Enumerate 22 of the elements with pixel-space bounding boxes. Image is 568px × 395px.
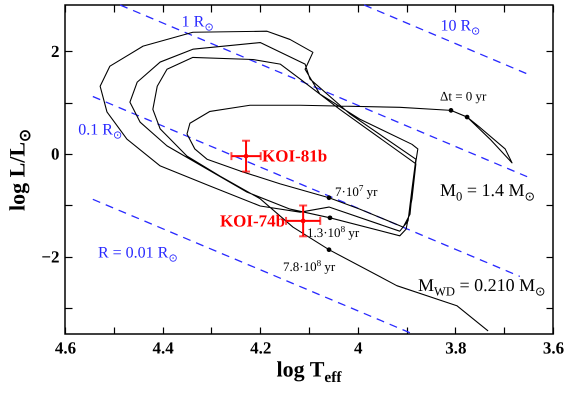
annotation: M$_{0}$ = 1.4 M$_{⊙}$: [440, 180, 536, 204]
annotation: 1.3·10$^{8}$ yr: [306, 224, 360, 240]
series-label: 10 R$_{⊙}$: [440, 16, 480, 38]
annotation: 7.8·10$^{8}$ yr: [283, 258, 336, 274]
series-label: 1 R$_{⊙}$: [182, 12, 214, 34]
x-tick-label: 4.2: [250, 338, 272, 358]
x-tick-label: 4.6: [54, 338, 76, 358]
y-tick-label: −2: [41, 247, 60, 266]
series-label: KOI-81b: [262, 146, 328, 166]
annotation: 7·10$^{7}$ yr: [335, 182, 378, 199]
x-tick-label: 4.4: [152, 338, 174, 358]
x-axis-title: log T$_{eff}$: [276, 356, 342, 386]
series-label: R = 0.01 R$_{⊙}$: [98, 244, 178, 265]
annotation: Δt = 0 yr: [440, 88, 486, 104]
x-tick-label: 3.8: [445, 338, 467, 358]
series-label: KOI-74b: [220, 211, 286, 230]
x-tick-label: 3.6: [542, 338, 564, 358]
y-tick-label: 0: [51, 144, 60, 164]
series-label: 0.1 R$_{⊙}$: [78, 120, 122, 142]
y-tick-label: 2: [51, 42, 60, 61]
annotation: M$_{WD}$ = 0.210 M$_{⊙}$: [418, 274, 546, 298]
x-tick-label: 4: [354, 338, 364, 358]
